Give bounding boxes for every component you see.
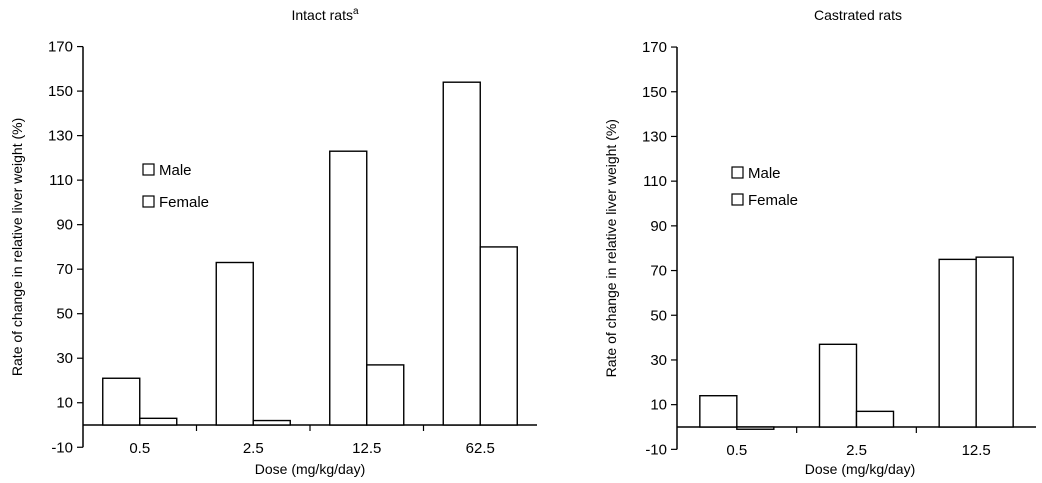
chart-title: Intact ratsa bbox=[291, 6, 358, 23]
legend-swatch-female bbox=[731, 193, 744, 206]
bar-male-12-5 bbox=[329, 150, 368, 426]
x-tick-label: 2.5 bbox=[243, 440, 264, 457]
chart-title-text: Castrated rats bbox=[814, 7, 902, 23]
legend-label-female: Female bbox=[159, 194, 209, 211]
legend-swatch-female bbox=[142, 195, 155, 208]
legend-swatch-male bbox=[731, 166, 744, 179]
y-tick-label: 70 bbox=[56, 261, 73, 278]
y-axis-title: Rate of change in relative liver weight … bbox=[603, 119, 619, 377]
legend-label-female: Female bbox=[748, 192, 798, 209]
y-tick-label: 150 bbox=[48, 83, 73, 100]
y-tick-label: 90 bbox=[650, 218, 667, 235]
y-tick-label: -10 bbox=[51, 439, 73, 456]
bar-male-0-5 bbox=[102, 377, 141, 426]
chart-panel-2: -10 10 30 50 70 90 110 130 150 170 0.5 2.5 12.5 Male F… bbox=[603, 7, 1036, 477]
chart-title: Castrated rats bbox=[814, 7, 902, 23]
x-tick-label: 62.5 bbox=[466, 440, 495, 457]
legend-label-male: Male bbox=[159, 162, 192, 179]
x-tick-label: 0.5 bbox=[129, 440, 150, 457]
chart-title-text: Intact rats bbox=[291, 7, 352, 23]
bar-female-0-5 bbox=[736, 426, 775, 430]
y-tick-label: 150 bbox=[642, 84, 667, 101]
y-tick-label: 70 bbox=[650, 263, 667, 280]
y-tick-label: 130 bbox=[48, 128, 73, 145]
bar-female-12-5 bbox=[366, 364, 405, 426]
y-tick-label: 30 bbox=[650, 352, 667, 369]
y-tick-label: 170 bbox=[48, 39, 73, 56]
bar-female-0-5 bbox=[139, 417, 178, 426]
bar-male-62-5 bbox=[442, 81, 481, 426]
y-tick-label: 10 bbox=[56, 395, 73, 412]
x-tick-label: 12.5 bbox=[352, 440, 381, 457]
legend: Male Female bbox=[731, 165, 798, 209]
bar-male-0-5 bbox=[699, 395, 738, 428]
y-axis-title: Rate of change in relative liver weight … bbox=[9, 118, 25, 376]
legend-swatch-male bbox=[142, 163, 155, 176]
bar-female-12-5 bbox=[975, 256, 1014, 428]
x-tick-label: 0.5 bbox=[726, 442, 747, 459]
bar-female-2-5 bbox=[855, 410, 895, 428]
chart-panel-1: -10 10 30 50 70 90 110 130 150 170 0.5 2.5 12.5 62.5 M… bbox=[9, 6, 537, 477]
y-tick-label: 30 bbox=[56, 350, 73, 367]
y-tick-label: 90 bbox=[56, 217, 73, 234]
x-axis-title: Dose (mg/kg/day) bbox=[805, 461, 915, 477]
y-tick-label: 130 bbox=[642, 128, 667, 145]
y-tick-label: 170 bbox=[642, 39, 667, 56]
y-tick-label: 110 bbox=[49, 172, 73, 189]
legend: Male Female bbox=[142, 162, 209, 211]
bar-male-2-5 bbox=[215, 261, 254, 426]
y-tick-label: 110 bbox=[643, 173, 667, 190]
legend-label-male: Male bbox=[748, 165, 781, 182]
x-axis-title: Dose (mg/kg/day) bbox=[255, 461, 365, 477]
y-tick-label: -10 bbox=[645, 441, 667, 458]
bar-male-2-5 bbox=[818, 343, 858, 428]
y-tick-label: 50 bbox=[650, 307, 667, 324]
bar-female-2-5 bbox=[252, 419, 291, 426]
bar-female-62-5 bbox=[479, 246, 518, 426]
bar-male-12-5 bbox=[938, 258, 977, 428]
x-tick-label: 2.5 bbox=[846, 442, 867, 459]
chart-title-superscript: a bbox=[353, 6, 359, 17]
y-tick-label: 50 bbox=[56, 306, 73, 323]
x-tick-label: 12.5 bbox=[962, 442, 991, 459]
y-tick-label: 10 bbox=[650, 397, 667, 414]
